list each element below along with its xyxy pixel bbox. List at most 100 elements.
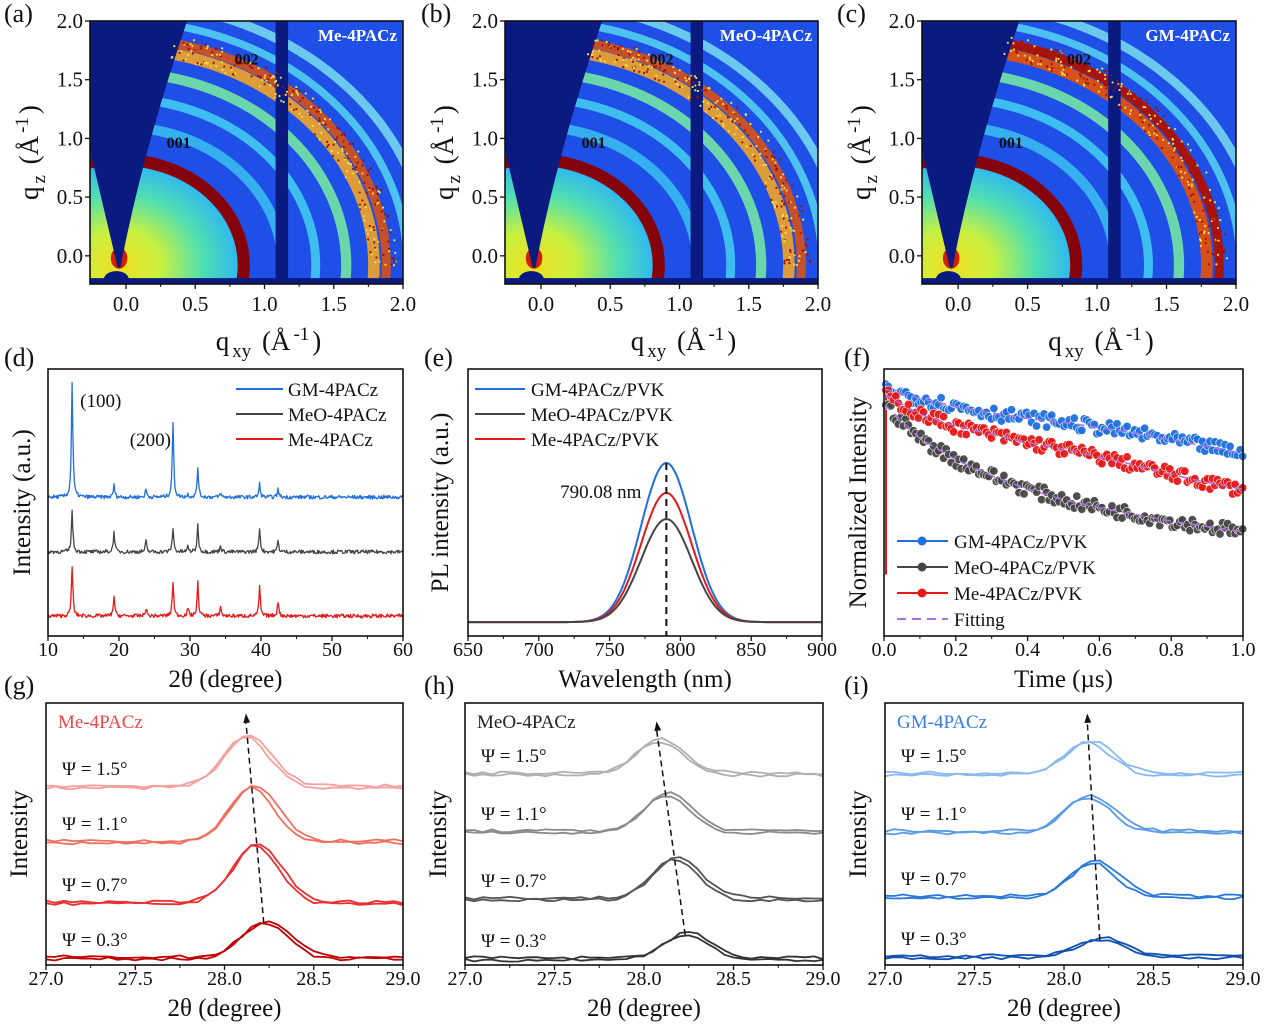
speckle (598, 49, 601, 52)
speckle (1111, 81, 1114, 84)
speckle (770, 177, 774, 180)
speckle (638, 70, 641, 73)
x-tick-label: 1.0 (1084, 292, 1110, 316)
decay-data-point (1032, 421, 1042, 431)
fit-line (883, 388, 1244, 455)
speckle (361, 172, 364, 175)
speckle (187, 47, 190, 51)
x-tick-label: 0.5 (597, 292, 623, 316)
shift-arrow-line (245, 721, 265, 924)
x-tick-label: 0.0 (872, 639, 897, 661)
speckle (1155, 137, 1158, 140)
speckle (785, 179, 788, 182)
speckle (250, 75, 253, 78)
speckle (1055, 59, 1058, 62)
y-tick-label: 0.5 (472, 185, 498, 209)
speckle (1212, 232, 1215, 236)
speckle (639, 63, 642, 67)
speckle (1129, 109, 1133, 112)
speckle (759, 156, 762, 159)
giwaxs-panel-a: Me-4PACz 001 002 0.0 0.5 1.0 1.5 2.0 0.0 0.5 1.0 1.… (12, 9, 416, 362)
speckle (696, 96, 699, 99)
speckle (1101, 67, 1104, 70)
speckle (789, 248, 792, 252)
axis-label-part: ) (429, 105, 459, 114)
speckle (771, 158, 774, 161)
y-tick-label: 2.0 (472, 9, 498, 33)
speckle (1198, 232, 1201, 235)
psi-label: Ψ = 1.1° (481, 804, 547, 825)
speckle (291, 90, 295, 93)
speckle (1197, 188, 1200, 191)
x-tick-label: 1.5 (321, 292, 347, 316)
speckle (1116, 104, 1119, 107)
speckle (1010, 36, 1013, 39)
speckle (1148, 133, 1152, 137)
speckle (1195, 220, 1198, 223)
decay-data-point (1180, 466, 1190, 476)
speckle (266, 78, 270, 81)
speckle (211, 53, 214, 57)
speckle (1055, 57, 1058, 60)
speckle (278, 94, 281, 98)
decay-data-point (1006, 405, 1016, 415)
speckle (1219, 229, 1223, 232)
speckle (1103, 73, 1107, 77)
speckle (373, 228, 376, 232)
speckle (393, 260, 396, 263)
speckle (1179, 170, 1182, 173)
speckle (725, 107, 728, 110)
speckle (591, 50, 595, 53)
speckle (781, 184, 784, 187)
fit-line (883, 393, 1244, 491)
speckle (795, 264, 799, 267)
speckle (182, 42, 185, 45)
speckle (248, 65, 252, 68)
peak-annotation: (100) (80, 391, 121, 412)
speckle (326, 140, 329, 143)
gixrd-panel-g: Ψ = 1.5° Ψ = 1.1° Ψ = 0.7° Ψ = 0.3° Me-4PACz… (6, 702, 421, 1022)
y-tick-label: 0.0 (889, 244, 915, 268)
speckle (257, 67, 260, 70)
speckle (1139, 113, 1142, 117)
missing-wedge (922, 21, 1020, 268)
speckle (721, 122, 725, 125)
speckle (774, 201, 777, 204)
speckle (327, 128, 330, 131)
speckle (626, 49, 630, 53)
speckle (767, 139, 770, 142)
speckle (702, 100, 705, 103)
speckle (753, 159, 757, 162)
speckle (1203, 191, 1206, 194)
x-tick-label: 27.5 (537, 968, 572, 990)
speckle (1120, 85, 1123, 88)
speckle (355, 165, 358, 169)
speckle (678, 69, 681, 72)
speckle (620, 44, 623, 48)
decay-data-point (1122, 452, 1132, 462)
speckle (1206, 210, 1209, 213)
decay-data-point (961, 430, 971, 440)
peak-annotation: (200) (130, 430, 171, 451)
speckle (1180, 165, 1183, 168)
speckle (1126, 92, 1129, 96)
speckle (1181, 159, 1184, 162)
speckle (1118, 103, 1121, 106)
speckle (1216, 226, 1220, 230)
trpl-panel: 0.0 0.2 0.4 0.6 0.8 1.0 GM-4PACz/PVK MeO-4PACz/… (845, 368, 1256, 693)
y-tick-label: 1.5 (889, 68, 915, 92)
plot-frame (504, 20, 819, 285)
speckle (806, 253, 809, 256)
speckle (302, 90, 305, 93)
speckle (662, 73, 665, 76)
fit-line (883, 403, 1244, 533)
speckle (1127, 89, 1130, 92)
speckle (1066, 56, 1069, 60)
speckle (1050, 69, 1053, 72)
gixrd-series-line (45, 920, 404, 960)
speckle (726, 116, 729, 119)
speckle (1177, 174, 1181, 177)
speckle (605, 40, 608, 43)
decay-data-point (949, 427, 959, 437)
speckle (1156, 122, 1159, 126)
